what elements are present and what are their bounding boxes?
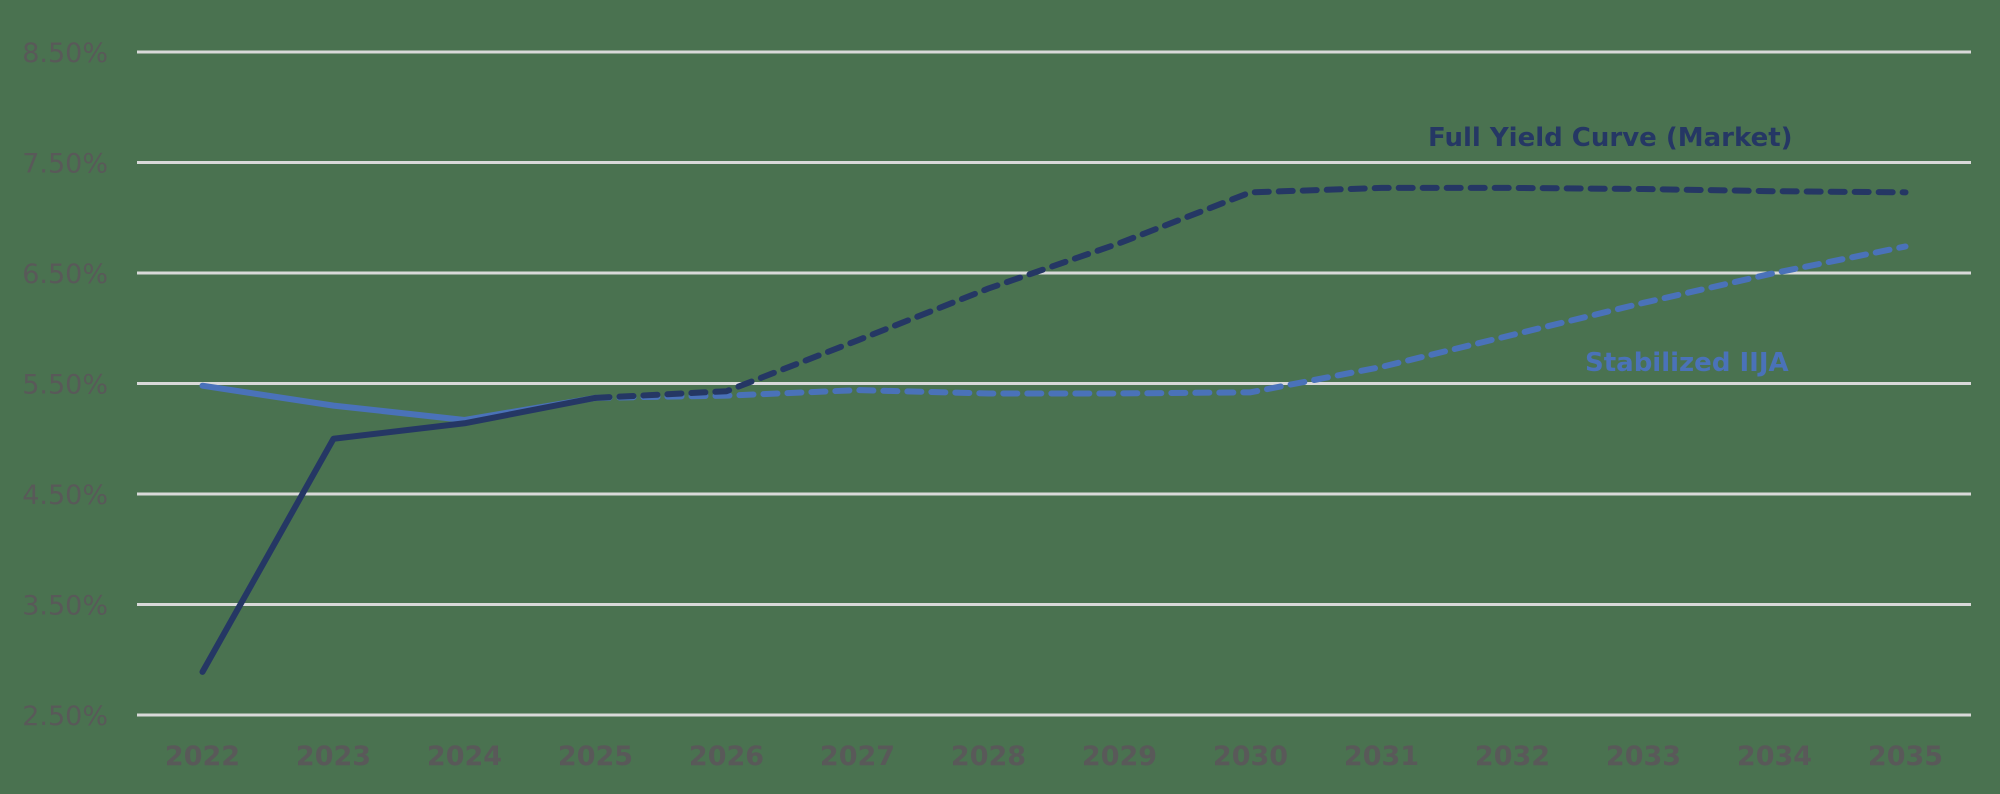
series-solid-1 xyxy=(199,382,599,423)
y-tick-label: 2.50% xyxy=(22,701,108,732)
annotation-full-yield-curve: Full Yield Curve (Market) xyxy=(1428,123,1793,153)
x-tick-label: 2034 xyxy=(1737,741,1812,772)
series-dashed-0 xyxy=(592,184,1909,401)
x-tick-label: 2031 xyxy=(1344,741,1419,772)
annotation-stabilized-iija: Stabilized IIJA xyxy=(1585,348,1789,378)
x-tick-label: 2033 xyxy=(1606,741,1681,772)
x-tick-label: 2023 xyxy=(296,741,371,772)
series-solid-0 xyxy=(199,394,599,675)
y-axis-labels: 2.50% 3.50% 4.50% 5.50% 6.50% 7.50% 8.50% xyxy=(22,38,108,732)
x-tick-label: 2022 xyxy=(165,741,240,772)
y-tick-label: 7.50% xyxy=(22,149,108,180)
x-tick-label: 2025 xyxy=(558,741,633,772)
x-tick-label: 2027 xyxy=(820,741,895,772)
y-tick-label: 3.50% xyxy=(22,591,108,622)
y-tick-label: 8.50% xyxy=(22,38,108,69)
y-tick-label: 6.50% xyxy=(22,259,108,290)
gridlines xyxy=(137,50,1971,717)
x-tick-label: 2026 xyxy=(689,741,764,772)
x-tick-label: 2028 xyxy=(951,741,1026,772)
x-tick-label: 2029 xyxy=(1082,741,1157,772)
x-tick-label: 2030 xyxy=(1213,741,1288,772)
series-dashed-1 xyxy=(592,243,1909,401)
x-tick-label: 2035 xyxy=(1868,741,1943,772)
y-tick-label: 5.50% xyxy=(22,370,108,401)
series-lines xyxy=(199,184,1909,675)
y-tick-label: 4.50% xyxy=(22,480,108,511)
x-axis-labels: 2022 2023 2024 2025 2026 2027 2028 2029 2030 2031… xyxy=(165,741,1943,772)
x-tick-label: 2032 xyxy=(1475,741,1550,772)
x-tick-label: 2024 xyxy=(427,741,502,772)
